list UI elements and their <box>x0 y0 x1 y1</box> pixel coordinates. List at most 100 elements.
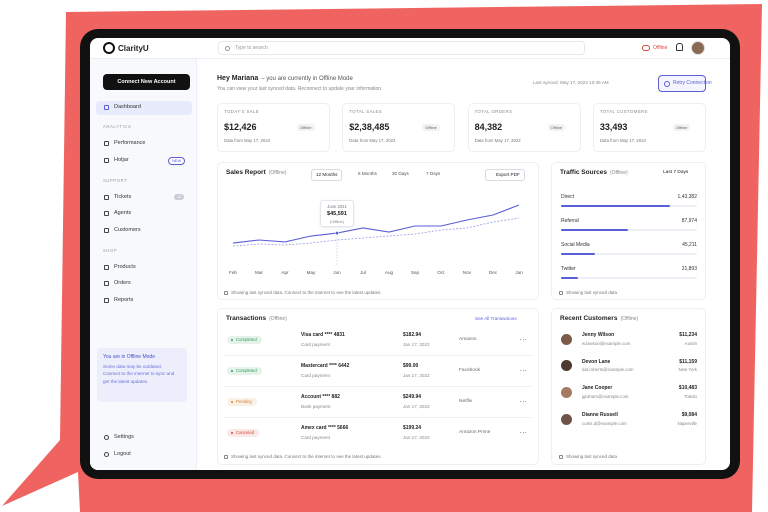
customer-email: jgraham@example.com <box>582 393 629 399</box>
kpi-badge: Offline <box>672 124 691 131</box>
bar-track <box>561 277 697 280</box>
kpi-label: TOTAL SALES <box>349 109 383 114</box>
nav-item[interactable]: Reports <box>114 296 134 303</box>
tooltip-note: (Offline) <box>329 218 345 224</box>
menu-dot <box>520 339 522 341</box>
nav-item[interactable]: Orders <box>114 280 131 286</box>
kpi-note: Data from May 17, 2022 <box>224 138 271 143</box>
payment-type: Card payment <box>301 373 330 378</box>
date: Jan 17, 2022 <box>403 342 430 347</box>
status-dot <box>231 339 234 342</box>
button-label: Connect New Account <box>117 78 176 85</box>
export-button[interactable]: Export PDF <box>485 169 525 181</box>
status-badge: Canceled <box>227 428 260 437</box>
kpi-note: Data from May 17, 2022 <box>474 138 521 143</box>
payment-type: Card payment <box>301 342 330 347</box>
notice-text: Some data may be outdated. Connect to th… <box>103 364 175 384</box>
line-series <box>232 217 520 247</box>
customer-city: Austin <box>684 340 697 346</box>
greeting: Hey Mariana – you are currently in Offlin… <box>217 75 353 82</box>
greeting-name: Hey Mariana <box>217 75 259 82</box>
status-dot <box>231 432 234 435</box>
avatar[interactable] <box>691 41 705 55</box>
title-text: Sales Report <box>226 169 266 176</box>
nav-item[interactable]: Tickets <box>114 193 132 200</box>
nav-icon <box>104 211 109 216</box>
customer-avatar <box>561 360 572 372</box>
status-text: Canceled <box>236 429 255 435</box>
source-value: 21,893 <box>681 266 697 272</box>
x-tick-label: Jul <box>360 270 366 275</box>
kpi-value: $2,38,485 <box>349 122 390 132</box>
sales-chart <box>232 204 520 265</box>
greeting-status: – you are currently in Offline Mode <box>261 76 353 82</box>
menu-dot <box>520 401 522 403</box>
nav-item[interactable]: Logout <box>114 451 131 457</box>
nav-item[interactable]: Performance <box>114 140 146 146</box>
x-tick-label: Oct <box>437 270 445 275</box>
source-value: 1,43,382 <box>677 194 697 200</box>
menu-dot <box>525 401 527 403</box>
status-text: (Offline) <box>609 170 628 176</box>
customer-email: w.lawson@example.com <box>582 340 631 346</box>
logo-text: ClarityU <box>118 43 149 53</box>
nav-item[interactable]: Agents <box>114 210 132 216</box>
x-tick-label: Aug <box>384 270 394 275</box>
customer-avatar <box>561 386 572 398</box>
kpi-value: $12,426 <box>224 122 257 132</box>
period-tab[interactable]: 7 Days <box>426 170 441 176</box>
bar-track <box>561 253 697 256</box>
see-all-link[interactable]: See All Transactions <box>475 316 517 321</box>
customer-city: Naperville <box>677 420 697 426</box>
nav-item[interactable]: Customers <box>114 226 141 233</box>
merchant: Amazon <box>459 337 477 342</box>
nav-item: Dashboard <box>114 104 141 110</box>
menu-dot <box>525 432 527 434</box>
nav-badge: 12 <box>174 194 185 200</box>
x-tick-label: Jun <box>333 270 341 275</box>
nav-item[interactable]: Settings <box>114 434 134 440</box>
source-name: Direct <box>561 194 575 200</box>
nav-badge: NEW <box>168 157 186 165</box>
status-text: (Offline) <box>269 316 287 322</box>
card <box>217 162 539 300</box>
date: Jan 17, 2022 <box>403 404 430 409</box>
card-title: Transactions (Offline) <box>226 315 287 323</box>
info-icon <box>559 291 563 295</box>
period-tab[interactable]: 6 Months <box>358 170 377 176</box>
line-series <box>232 204 520 244</box>
bell-icon[interactable] <box>676 43 683 51</box>
traffic-bar <box>561 229 628 232</box>
nav-item[interactable]: Products <box>114 263 136 270</box>
nav-icon <box>104 264 109 270</box>
connect-button[interactable]: Connect New Account <box>103 74 190 90</box>
info-icon <box>224 455 228 459</box>
period-tab[interactable]: 12 Months <box>311 169 343 181</box>
tooltip: June 2021 $45,591 (Offline) <box>320 200 354 228</box>
kpi-badge: Offline <box>422 124 440 131</box>
status-text: (Offline) <box>620 316 639 322</box>
nav-active[interactable] <box>96 101 192 115</box>
nav-heading: SHOP <box>103 247 118 253</box>
info-icon <box>224 291 228 295</box>
customer-name: Jane Cooper <box>582 385 613 392</box>
period-select[interactable]: Last 7 Days <box>663 170 689 175</box>
search-icon <box>225 45 230 51</box>
card-title: Recent Customers (Offline) <box>560 315 639 323</box>
payment-method: Visa card **** 4831 <box>301 332 345 338</box>
cloud-icon <box>642 45 650 51</box>
period-tab[interactable]: 30 Days <box>392 170 409 176</box>
payment-type: Bank payment <box>301 404 331 409</box>
search-box[interactable] <box>218 41 585 55</box>
footer-note: Showing last synced data. Connect to the… <box>231 289 382 295</box>
amount: $99.00 <box>403 363 419 369</box>
nav-heading: ANALYTICS <box>103 124 132 129</box>
customer-avatar <box>561 333 572 345</box>
nav-icon <box>104 297 109 303</box>
retry-button[interactable]: Retry Connection <box>658 75 712 92</box>
x-tick-label: Jan <box>515 270 523 275</box>
nav-item[interactable]: Hotjar <box>114 156 129 163</box>
payment-method: Account **** 882 <box>301 394 340 400</box>
nav-icon <box>104 141 109 146</box>
refresh-icon <box>664 80 670 87</box>
